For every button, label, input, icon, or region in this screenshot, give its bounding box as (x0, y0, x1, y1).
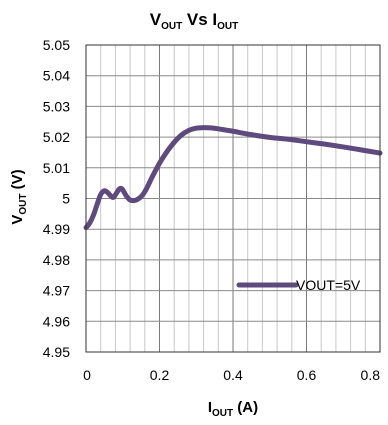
y-tick-label: 4.98 (43, 252, 70, 268)
series-line-vout-5v (83, 125, 383, 231)
y-tick-label: 5 (62, 191, 70, 207)
y-tick-labels: 4.95 4.96 4.97 4.98 4.99 5 5.01 5.02 5.03 5.04 5.0… (43, 37, 70, 360)
x-tick-label: 0.6 (297, 367, 317, 383)
x-tick-label: 0 (83, 367, 91, 383)
x-axis-label: IOUT (A) (208, 399, 258, 419)
y-tick-label: 5.03 (43, 98, 70, 114)
series-layer (83, 125, 383, 231)
y-axis-label: VOUT (V) (9, 169, 29, 224)
x-tick-label: 0.2 (150, 367, 170, 383)
legend: VOUT=5V (236, 277, 361, 293)
x-tick-labels: 0 0.2 0.4 0.6 0.8 (83, 367, 380, 383)
plot-frame (85, 44, 381, 353)
y-tick-label: 4.95 (43, 344, 70, 360)
y-tick-label: 5.05 (43, 37, 70, 53)
y-tick-label: 4.96 (43, 313, 70, 329)
y-tick-label: 5.01 (43, 160, 70, 176)
chart-title: VOUT Vs IOUT (150, 10, 239, 32)
y-tick-label: 5.02 (43, 129, 70, 145)
x-tick-label: 0.8 (361, 367, 381, 383)
legend-label: VOUT=5V (296, 277, 361, 293)
y-tick-label: 5.04 (43, 68, 70, 84)
y-tick-label: 4.99 (43, 221, 70, 237)
x-tick-label: 0.4 (223, 367, 243, 383)
y-tick-label: 4.97 (43, 283, 70, 299)
